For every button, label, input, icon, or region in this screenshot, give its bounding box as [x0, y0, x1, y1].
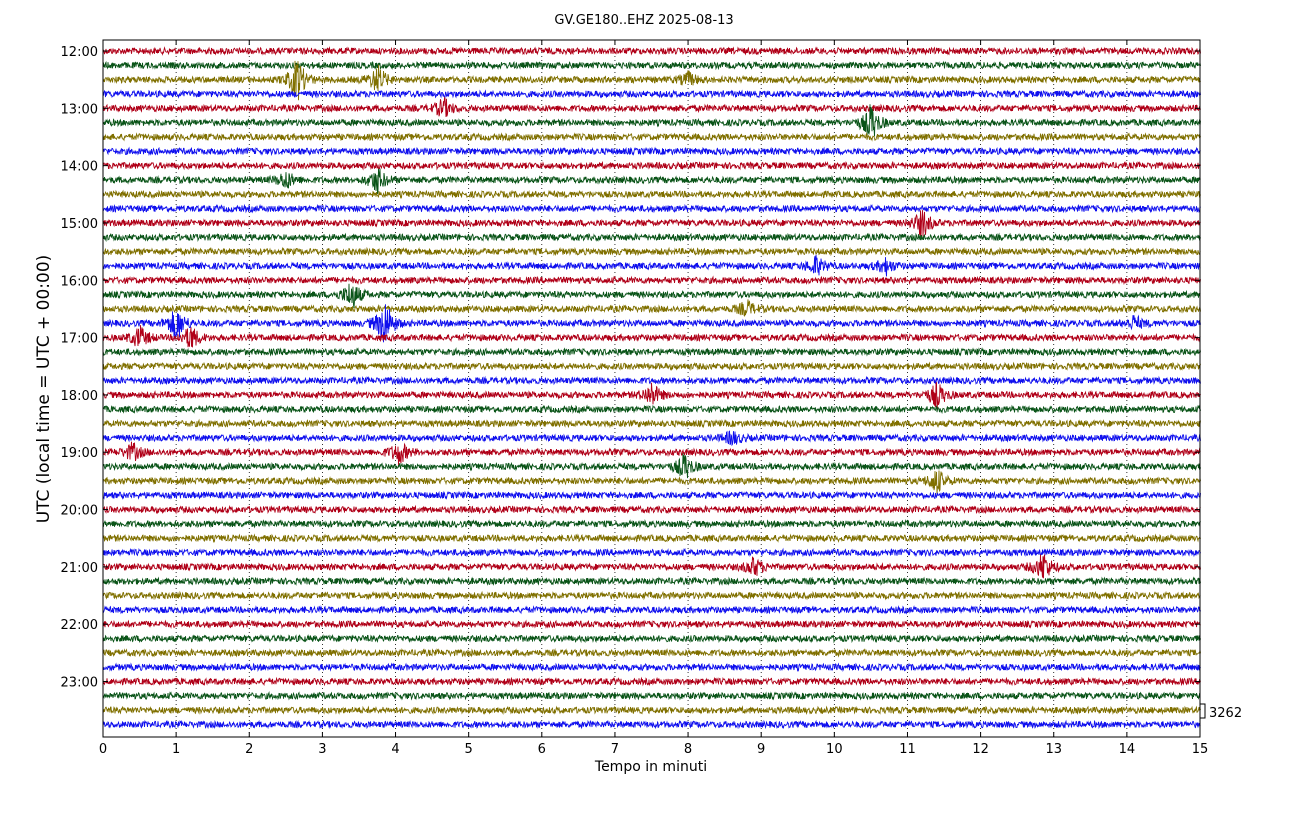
- x-axis-ticks: 0 1 2 3 4 5 6 7 8 9 10 11 12 13 14 15: [99, 40, 1208, 757]
- x-tick-label: 8: [684, 742, 692, 757]
- seismic-trace: [102, 647, 1201, 658]
- seismic-trace: [102, 662, 1201, 673]
- seismic-trace: [102, 519, 1201, 529]
- y-tick-label: 15:00: [61, 217, 98, 232]
- y-tick-label: 13:00: [61, 102, 98, 117]
- x-tick-label: 13: [1045, 742, 1062, 757]
- seismic-trace: [102, 254, 1201, 277]
- x-tick-label: 2: [245, 742, 253, 757]
- y-tick-label: 18:00: [61, 389, 98, 404]
- amplitude-scale-bar: 3262: [1199, 703, 1242, 721]
- seismic-trace: [102, 533, 1201, 544]
- seismic-trace: [102, 576, 1201, 586]
- amplitude-scale-label: 3262: [1209, 706, 1242, 721]
- seismic-trace: [102, 705, 1201, 715]
- seismic-trace: [102, 232, 1201, 243]
- seismic-trace: [102, 146, 1201, 157]
- y-axis-label: UTC (local time = UTC + 00:00): [34, 255, 54, 524]
- seismic-trace: [102, 418, 1201, 429]
- seismic-trace: [102, 96, 1201, 118]
- seismic-trace: [102, 89, 1201, 99]
- seismic-trace: [102, 299, 1201, 317]
- x-tick-label: 3: [318, 742, 326, 757]
- seismic-trace: [102, 283, 1201, 309]
- x-tick-label: 0: [99, 742, 107, 757]
- x-tick-label: 11: [899, 742, 916, 757]
- x-tick-label: 15: [1192, 742, 1209, 757]
- x-tick-label: 12: [972, 742, 989, 757]
- y-tick-label: 22:00: [61, 618, 98, 633]
- seismic-trace: [102, 60, 1201, 101]
- x-tick-label: 9: [757, 742, 765, 757]
- seismic-trace: [102, 547, 1201, 558]
- y-tick-label: 20:00: [61, 504, 98, 519]
- seismic-trace: [102, 504, 1201, 515]
- seismic-trace: [102, 404, 1201, 415]
- y-tick-label: 14:00: [61, 160, 98, 175]
- seismic-trace: [102, 347, 1201, 357]
- seismic-trace: [102, 470, 1201, 495]
- seismic-trace: [102, 633, 1201, 644]
- plot-frame: [102, 39, 1201, 738]
- seismic-trace: [102, 168, 1201, 194]
- seismic-trace: [102, 676, 1201, 687]
- y-tick-label: 19:00: [61, 446, 98, 461]
- seismic-trace: [102, 605, 1201, 615]
- x-tick-label: 5: [465, 742, 473, 757]
- seismic-trace: [102, 60, 1201, 71]
- seismic-trace: [102, 210, 1201, 238]
- seismic-trace: [102, 189, 1201, 200]
- seismic-trace: [102, 361, 1201, 372]
- seismic-trace: [102, 104, 1201, 137]
- seismic-trace: [102, 554, 1201, 579]
- x-tick-label: 4: [391, 742, 399, 757]
- seismic-trace: [102, 719, 1201, 730]
- chart-title: GV.GE180..EHZ 2025-08-13: [554, 13, 733, 28]
- seismic-trace: [102, 619, 1201, 630]
- x-tick-label: 7: [611, 742, 619, 757]
- y-axis-ticks: 12:00 13:00 14:00 15:00 16:00 17:00 18:00 19:00…: [61, 45, 1200, 691]
- seismic-trace: [102, 382, 1201, 411]
- seismic-trace: [102, 46, 1201, 56]
- seismic-trace: [102, 304, 1201, 343]
- seismic-trace: [102, 590, 1201, 601]
- seismic-trace: [102, 275, 1201, 286]
- x-axis-label: Tempo in minuti: [594, 759, 707, 775]
- seismic-trace: [102, 441, 1201, 466]
- seismic-trace: [102, 160, 1201, 171]
- y-tick-label: 17:00: [61, 332, 98, 347]
- x-tick-label: 6: [538, 742, 546, 757]
- seismic-trace: [102, 246, 1201, 257]
- seismic-trace: [102, 430, 1201, 447]
- seismic-trace: [102, 375, 1201, 386]
- seismic-trace: [102, 490, 1201, 500]
- y-tick-label: 23:00: [61, 676, 98, 691]
- seismic-trace: [102, 690, 1201, 701]
- x-tick-label: 1: [172, 742, 180, 757]
- y-tick-label: 16:00: [61, 274, 98, 289]
- x-tick-label: 10: [826, 742, 843, 757]
- x-tick-label: 14: [1119, 742, 1136, 757]
- vertical-grid: [175, 40, 1128, 737]
- seismic-trace: [102, 453, 1201, 479]
- seismic-trace: [102, 132, 1201, 142]
- y-tick-label: 12:00: [61, 45, 98, 60]
- y-tick-label: 21:00: [61, 561, 98, 576]
- seismic-traces: [102, 46, 1201, 730]
- seismic-trace: [102, 325, 1201, 348]
- seismic-trace: [102, 203, 1201, 214]
